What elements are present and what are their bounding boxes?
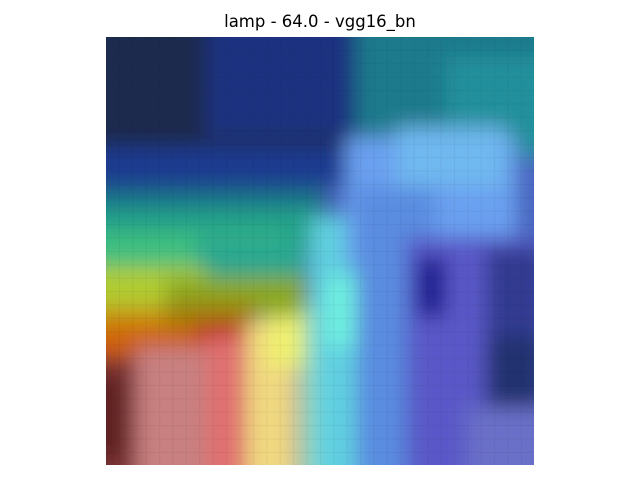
figure-title: lamp - 64.0 - vgg16_bn <box>224 12 416 31</box>
pixel-grid <box>106 37 534 465</box>
heatmap-overlay-image <box>106 37 534 465</box>
heatmap-overlay-svg <box>106 37 534 465</box>
